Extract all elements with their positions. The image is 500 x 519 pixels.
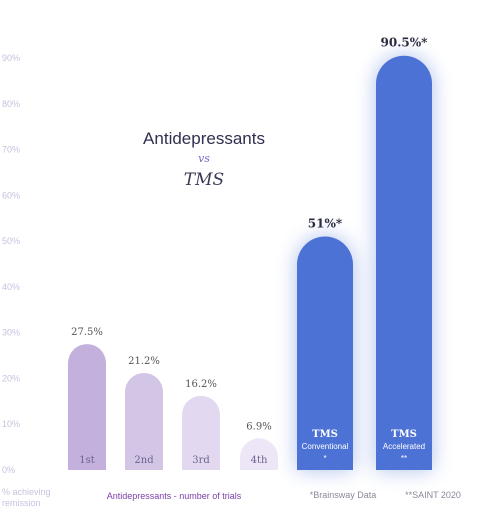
bar-sublabel: Accelerated: [383, 442, 425, 451]
bar: [376, 55, 432, 470]
y-axis-label-line2: remission: [2, 498, 41, 508]
bar-category-label: 2nd: [134, 455, 154, 466]
y-tick-label: 70%: [2, 145, 20, 155]
bar: [125, 372, 163, 470]
y-tick-label: 30%: [2, 328, 20, 338]
x-axis-label: Antidepressants - number of trials: [107, 491, 242, 501]
bar-labels: 27.5% 1st 21.2% 2nd 16.2% 3rd 6.9% 4th 51%* TMS Co…: [71, 36, 428, 466]
bar: [240, 438, 278, 470]
bar-category-label: 3rd: [192, 455, 210, 466]
bars: [68, 55, 432, 470]
bar-value-label: 21.2%: [128, 356, 160, 367]
bar-footnote-mark: *: [323, 454, 326, 463]
bar-footnote-mark: **: [401, 454, 407, 463]
y-tick-label: 10%: [2, 419, 20, 429]
bar-sublabel: Conventional: [302, 442, 349, 451]
chart-title: Antidepressants: [143, 129, 265, 148]
chart-title-vs: vs: [198, 152, 210, 165]
y-tick-label: 90%: [2, 53, 20, 63]
y-tick-label: 0%: [2, 465, 15, 475]
footnote-brainsway: *Brainsway Data: [310, 490, 377, 500]
bar-category-label: 4th: [251, 455, 268, 466]
y-tick-label: 80%: [2, 99, 20, 109]
y-tick-label: 50%: [2, 236, 20, 246]
footnote-saint: **SAINT 2020: [405, 490, 461, 500]
bar-category-label: TMS: [312, 429, 338, 440]
y-tick-label: 20%: [2, 373, 20, 383]
bar: [297, 236, 353, 470]
chart-title-tms: TMS: [184, 170, 224, 190]
bar-value-label: 51%*: [308, 217, 343, 231]
bar-category-label: TMS: [391, 429, 417, 440]
y-axis-label-line1: % achieving: [2, 487, 51, 497]
bar: [68, 344, 106, 470]
bar-value-label: 6.9%: [246, 421, 271, 432]
bar-value-label: 27.5%: [71, 327, 103, 338]
bar-category-label: 1st: [79, 455, 95, 466]
y-axis: 0% 10% 20% 30% 40% 50% 60% 70% 80% 90%: [2, 53, 20, 475]
y-tick-label: 60%: [2, 190, 20, 200]
bar-value-label: 16.2%: [185, 379, 217, 390]
bar-value-label: 90.5%*: [381, 36, 429, 50]
y-tick-label: 40%: [2, 282, 20, 292]
bar: [182, 395, 220, 470]
